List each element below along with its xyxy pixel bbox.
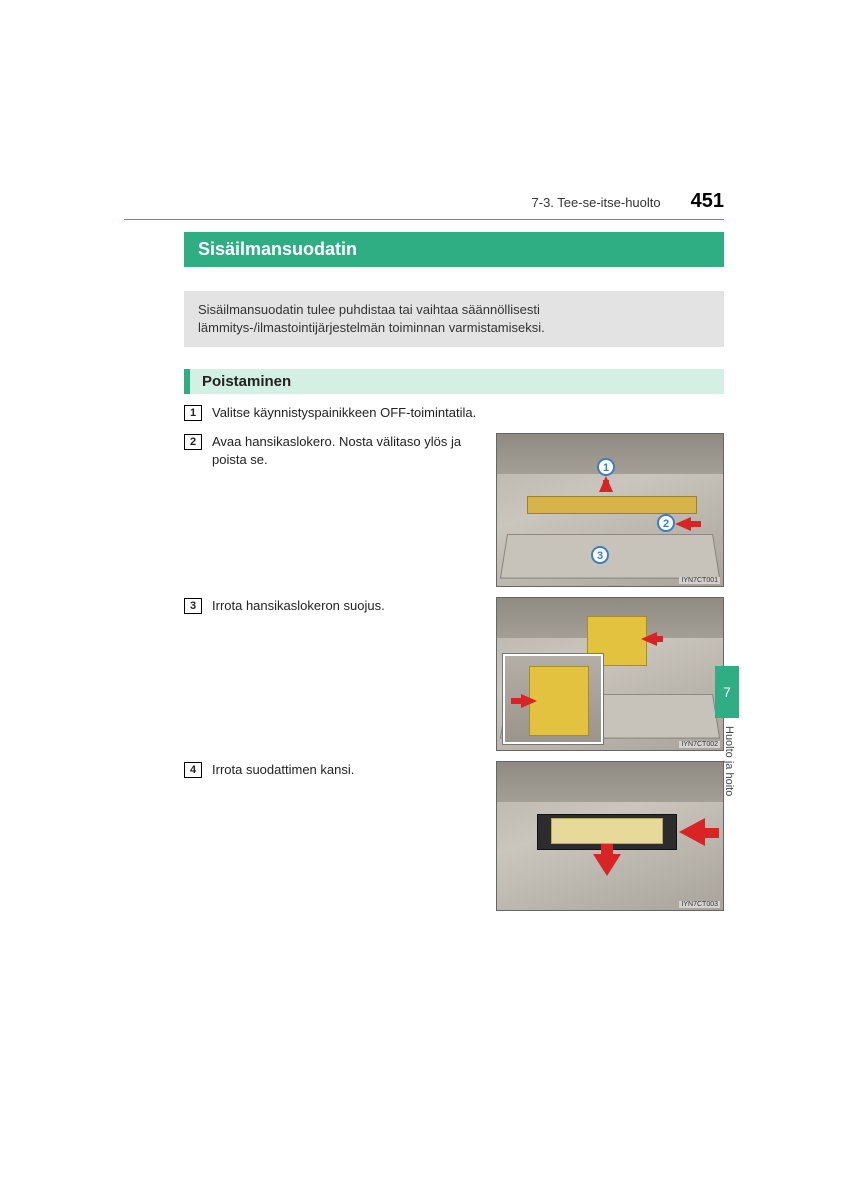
chapter-label: Huolto ja hoito (723, 726, 735, 796)
step-2: 2 Avaa hansikaslokero. Nosta välitaso yl… (184, 433, 724, 587)
step-illustration: IYN7CT003 (496, 761, 724, 911)
inset-detail (503, 654, 603, 744)
step-number: 4 (184, 762, 202, 778)
step-4: 4 Irrota suodattimen kansi. IYN7CT003 (184, 761, 724, 911)
image-code: IYN7CT003 (679, 901, 720, 908)
step-number: 2 (184, 434, 202, 450)
intro-text: Sisäilmansuodatin tulee puhdistaa tai va… (184, 291, 724, 347)
sub-heading: Poistaminen (184, 369, 724, 394)
image-code: IYN7CT002 (679, 741, 720, 748)
step-1: 1 Valitse käynnistyspainikkeen OFF-toimi… (184, 404, 724, 422)
image-code: IYN7CT001 (679, 577, 720, 584)
step-text: Avaa hansikaslokero. Nosta välitaso ylös… (212, 433, 482, 587)
callout-circle: 1 (597, 458, 615, 476)
section-label: 7-3. Tee-se-itse-huolto (532, 195, 661, 210)
step-illustration: 1 2 3 IYN7CT001 (496, 433, 724, 587)
callout-circle: 2 (657, 514, 675, 532)
callout-circle: 3 (591, 546, 609, 564)
step-3: 3 Irrota hansikaslokeron suojus. IYN7CT0… (184, 597, 724, 751)
page-title: Sisäilmansuodatin (184, 232, 724, 267)
step-illustration: IYN7CT002 (496, 597, 724, 751)
page-number: 451 (691, 190, 724, 213)
step-text: Valitse käynnistyspainikkeen OFF-toimint… (212, 404, 724, 422)
step-text: Irrota suodattimen kansi. (212, 761, 482, 911)
step-number: 3 (184, 598, 202, 614)
chapter-tab: 7 (715, 666, 739, 718)
steps-list: 1 Valitse käynnistyspainikkeen OFF-toimi… (184, 404, 724, 910)
step-text: Irrota hansikaslokeron suojus. (212, 597, 482, 751)
page-header: 7-3. Tee-se-itse-huolto 451 (124, 190, 724, 220)
step-number: 1 (184, 405, 202, 421)
